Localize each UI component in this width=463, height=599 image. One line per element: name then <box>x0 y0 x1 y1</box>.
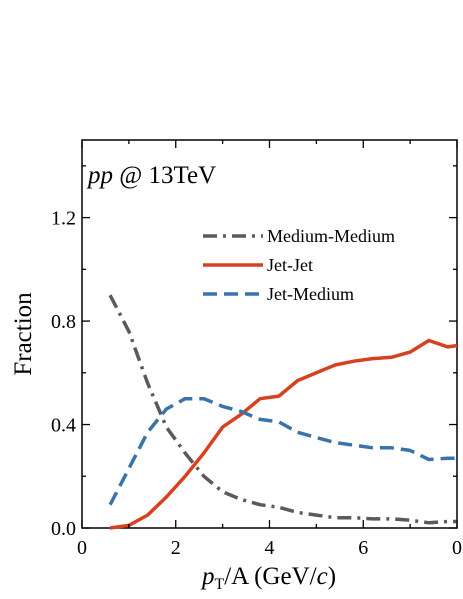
legend-label: Jet-Medium <box>267 284 354 304</box>
y-tick-label: 0.8 <box>51 311 76 333</box>
plot-frame <box>81 139 458 529</box>
y-tick-label: 0.0 <box>51 518 76 540</box>
x-axis-title-close: ) <box>328 563 336 590</box>
annotation-rest: @ 13TeV <box>113 162 216 189</box>
legend-label: Medium-Medium <box>267 226 395 246</box>
annotation-italic: pp <box>86 162 113 189</box>
x-axis-title-p: p <box>200 563 215 590</box>
y-tick-label: 0.4 <box>51 415 76 437</box>
legend-label: Jet-Jet <box>267 255 313 275</box>
series-line-medium-medium <box>108 294 457 525</box>
x-tick-label: 2 <box>171 537 181 559</box>
x-tick-label: 0 <box>452 537 462 559</box>
tick-layer: 0 2 4 6 00.00.40.81.2 <box>51 140 462 559</box>
annotation: pp @ 13TeV <box>86 162 216 189</box>
series-layer <box>108 294 458 530</box>
x-tick-label: 4 <box>265 537 275 559</box>
x-axis-title-rest: /A (GeV/ <box>224 563 316 590</box>
x-tick-label: 6 <box>358 537 368 559</box>
legend: Medium-Medium Jet-Jet Jet-Medium <box>203 226 395 304</box>
x-axis-title: pT/A (GeV/c) <box>200 563 336 593</box>
x-axis-title-c: c <box>317 563 328 590</box>
y-axis-title: Fraction <box>10 292 37 376</box>
series-line-jet-jet <box>109 338 458 530</box>
x-tick-label: 0 <box>77 537 87 559</box>
y-tick-label: 1.2 <box>51 208 76 230</box>
x-axis-title-sub: T <box>214 576 224 593</box>
series-line-jet-medium <box>108 396 457 506</box>
